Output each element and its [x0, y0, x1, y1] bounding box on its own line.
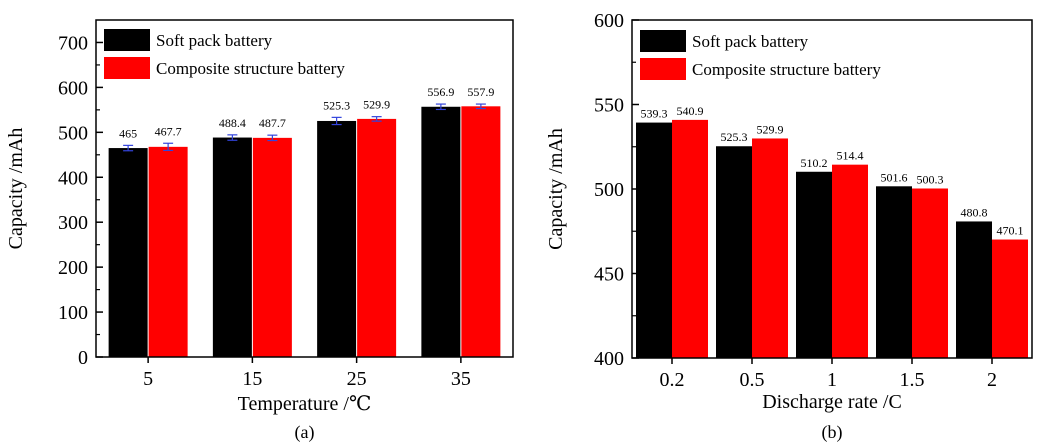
legend-label-composite: Composite structure battery — [156, 59, 345, 78]
legend-swatch-soft-pack — [104, 29, 150, 51]
y-tick-label: 600 — [58, 77, 88, 99]
bar-composite-5 — [148, 146, 188, 357]
data-label: 514.4 — [837, 149, 864, 163]
x-tick-label: 15 — [242, 368, 262, 390]
bar-soft-pack-1 — [796, 171, 832, 358]
data-label: 540.9 — [677, 104, 704, 118]
data-label: 501.6 — [881, 170, 908, 184]
bar-composite-15 — [252, 137, 292, 357]
legend-swatch-composite — [104, 57, 150, 79]
data-label: 525.3 — [323, 98, 350, 112]
y-tick-label: 200 — [58, 257, 88, 279]
data-label: 510.2 — [801, 156, 828, 170]
bar-soft-pack-1.5 — [876, 186, 912, 358]
x-axis-label: Discharge rate /C — [762, 391, 902, 413]
legend-label-soft-pack: Soft pack battery — [692, 32, 809, 51]
y-tick-label: 550 — [594, 95, 624, 117]
figure-caption: (a) — [295, 422, 315, 443]
figure-caption: (b) — [822, 422, 843, 443]
y-tick-label: 500 — [58, 122, 88, 144]
x-axis-label: Temperature /℃ — [238, 393, 372, 415]
y-tick-label: 500 — [594, 179, 624, 201]
x-tick-label: 1.5 — [900, 369, 925, 391]
bar-soft-pack-35 — [421, 106, 461, 357]
bar-composite-1.5 — [912, 188, 948, 358]
bar-composite-2 — [992, 239, 1028, 358]
legend-swatch-composite — [640, 58, 686, 80]
legend-label-composite: Composite structure battery — [692, 60, 881, 79]
y-tick-label: 450 — [594, 264, 624, 286]
plot-frame — [95, 19, 514, 358]
x-tick-label: 2 — [987, 369, 997, 391]
bar-composite-0.2 — [672, 119, 708, 358]
data-label: 465 — [119, 126, 137, 140]
chart-a-temperature: 465 488.4 525.3 556.9 467.7 487.7 529.9 557.9 0 1… — [5, 19, 514, 443]
data-label: 539.3 — [641, 107, 668, 121]
data-label: 480.8 — [961, 205, 988, 219]
legend-label-soft-pack: Soft pack battery — [156, 31, 273, 50]
bar-composite-35 — [461, 106, 501, 358]
bar-composite-0.5 — [752, 138, 788, 358]
bar-soft-pack-15 — [212, 137, 252, 357]
bar-soft-pack-0.2 — [636, 122, 672, 358]
bar-soft-pack-2 — [956, 221, 992, 358]
y-axis-label: Capacity /mAh — [5, 128, 27, 250]
bar-soft-pack-5 — [108, 148, 148, 357]
data-label: 488.4 — [219, 116, 246, 130]
x-tick-label: 25 — [347, 368, 367, 390]
x-tick-label: 0.2 — [660, 369, 685, 391]
y-tick-label: 0 — [78, 347, 88, 369]
data-label: 525.3 — [721, 130, 748, 144]
x-tick-label: 35 — [451, 368, 471, 390]
data-label: 557.9 — [467, 85, 494, 99]
data-label: 556.9 — [427, 85, 454, 99]
bar-soft-pack-0.5 — [716, 146, 752, 358]
data-label: 470.1 — [997, 224, 1024, 238]
y-tick-label: 100 — [58, 302, 88, 324]
y-tick-label: 600 — [594, 10, 624, 32]
chart-b-discharge-rate: 539.3 525.3 510.2 501.6 480.8 540.9 529.9 514.4… — [545, 10, 1033, 443]
data-label: 487.7 — [259, 116, 286, 130]
data-label: 500.3 — [917, 172, 944, 186]
x-tick-label: 1 — [827, 369, 837, 391]
data-label: 529.9 — [757, 122, 784, 136]
bar-composite-25 — [357, 118, 397, 357]
y-tick-label: 400 — [58, 167, 88, 189]
y-tick-label: 400 — [594, 348, 624, 370]
data-label: 529.9 — [363, 98, 390, 112]
x-tick-label: 0.5 — [740, 369, 765, 391]
x-tick-label: 5 — [143, 368, 153, 390]
bar-composite-1 — [832, 164, 868, 358]
bar-soft-pack-25 — [317, 120, 357, 357]
data-label: 467.7 — [155, 124, 182, 138]
y-axis-label: Capacity /mAh — [545, 128, 567, 250]
legend-swatch-soft-pack — [640, 30, 686, 52]
y-tick-label: 700 — [58, 32, 88, 54]
y-tick-label: 300 — [58, 212, 88, 234]
